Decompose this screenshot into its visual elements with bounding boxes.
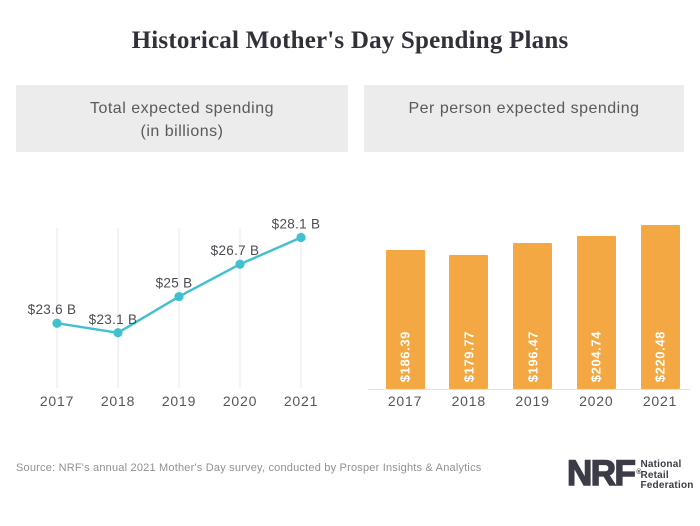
data-point	[52, 318, 62, 328]
bar-value-label: $204.74	[588, 330, 604, 382]
registered-mark: ®	[636, 469, 642, 476]
point-label: $23.6 B	[28, 302, 77, 317]
bar-value-label: $179.77	[461, 330, 477, 382]
bar: $196.47	[513, 242, 552, 389]
per-person-bar-chart: $186.39 2017 $179.77 2018 $196.47 2019 $204.74…	[364, 190, 690, 420]
left-panel-header-line2: (in billions)	[140, 123, 224, 140]
x-axis-label: 2020	[579, 393, 614, 409]
bar-value-label: $220.48	[652, 330, 668, 382]
point-label: $25 B	[156, 276, 193, 291]
point-label: $26.7 B	[211, 243, 260, 258]
x-axis-label: 2018	[451, 393, 486, 409]
x-axis-label: 2017	[387, 393, 423, 409]
x-axis-label: 2019	[162, 393, 196, 409]
nrf-logo-org-name: National Retail Federation	[640, 459, 694, 491]
x-axis-label: 2021	[284, 393, 318, 409]
bar-value-label: $196.47	[525, 330, 540, 382]
nrf-logo: NRF ® National Retail Federation	[566, 454, 694, 493]
bar-value-label: $186.39	[397, 330, 413, 382]
data-point	[174, 291, 184, 302]
right-panel-header: Per person expected spending	[364, 85, 684, 152]
x-axis-label: 2020	[223, 393, 257, 409]
data-point	[235, 259, 245, 269]
source-note: Source: NRF's annual 2021 Mother's Day s…	[16, 462, 482, 474]
point-label: $23.1 B	[89, 312, 138, 327]
x-axis-label: 2017	[40, 393, 74, 409]
x-axis-label: 2018	[101, 393, 135, 409]
bar: $186.39	[385, 250, 425, 389]
bar: $220.48	[640, 224, 680, 389]
data-point	[296, 232, 306, 243]
nrf-logo-abbr: NRF ®	[566, 454, 642, 493]
point-label: $28.1 B	[272, 217, 321, 232]
left-panel-header-line1: Total expected spending	[89, 100, 275, 117]
page-title: Historical Mother's Day Spending Plans	[131, 27, 569, 54]
total-spending-line-chart: $23.6 B 2017 $23.1 B 2018 $25 B 2019 $26.7 B 20…	[16, 190, 348, 420]
x-axis-label: 2019	[515, 393, 550, 409]
x-axis-label: 2021	[642, 393, 678, 409]
bar: $204.74	[576, 236, 616, 389]
bar: $179.77	[449, 255, 489, 389]
data-point	[113, 328, 123, 338]
right-panel-header-label: Per person expected spending	[408, 100, 640, 117]
left-panel-header: Total expected spending (in billions)	[16, 85, 348, 152]
line-chart-svg: $23.6 B 2017 $23.1 B 2018 $25 B 2019 $26.7 B 20…	[28, 217, 321, 409]
x-axis-line	[368, 389, 690, 390]
